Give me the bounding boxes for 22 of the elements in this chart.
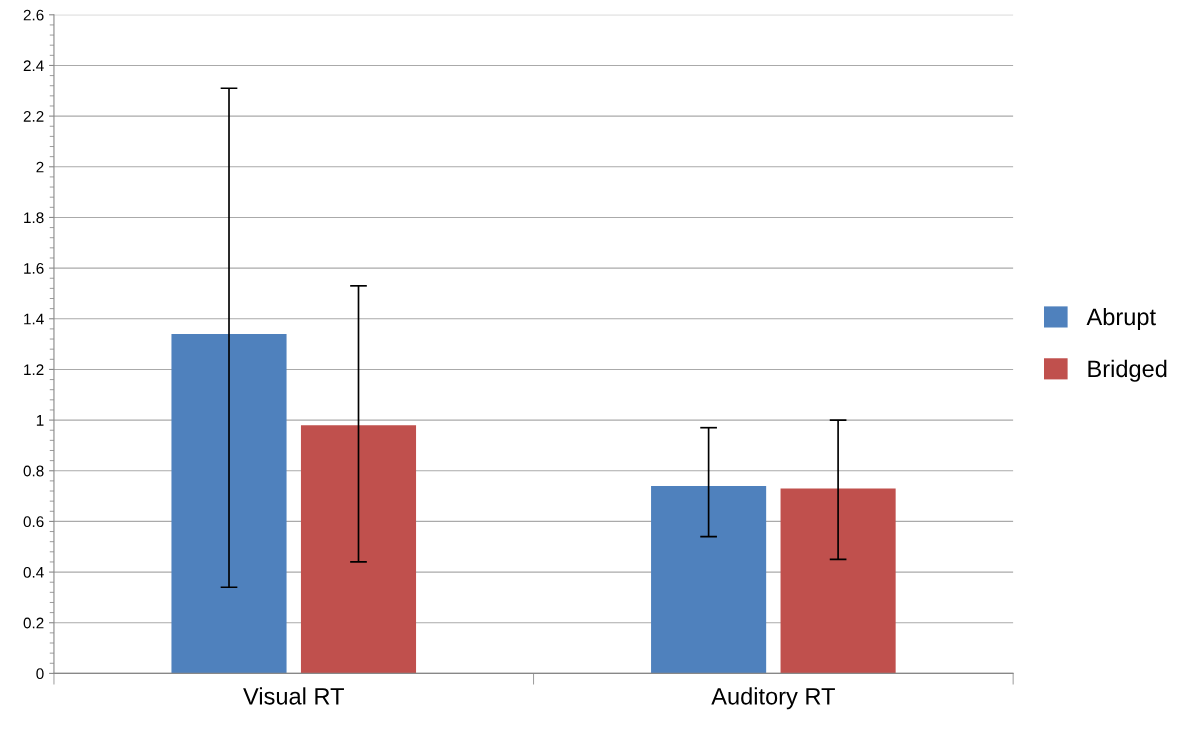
y-tick-label: 0.6 xyxy=(23,516,44,528)
bar xyxy=(780,488,896,674)
y-tick-label: 2.4 xyxy=(23,60,44,71)
bar xyxy=(300,425,417,674)
y-tick-label: 1.2 xyxy=(24,364,44,375)
y-tick-label: 2 xyxy=(36,161,44,173)
legend-label: Abrupt xyxy=(1086,307,1156,330)
bar xyxy=(171,333,287,674)
y-tick-label: 1.8 xyxy=(24,212,44,224)
y-tick-label: 0.8 xyxy=(23,465,44,477)
y-tick-label: 2.6 xyxy=(23,9,44,21)
x-tick-label: Visual RT xyxy=(243,687,344,705)
y-tick-label: 0.4 xyxy=(23,566,44,578)
y-tick-label: 2.2 xyxy=(23,110,44,122)
y-tick-label: 0.2 xyxy=(23,617,44,629)
bar xyxy=(651,485,767,674)
y-tick-label: 1.6 xyxy=(24,262,44,274)
x-tick-label: Auditory RT xyxy=(711,687,835,710)
y-tick-label: 0 xyxy=(36,668,44,680)
legend-label: Bridged xyxy=(1088,359,1167,382)
y-tick-label: 1 xyxy=(36,415,44,426)
y-tick-label: 1.4 xyxy=(24,313,44,325)
